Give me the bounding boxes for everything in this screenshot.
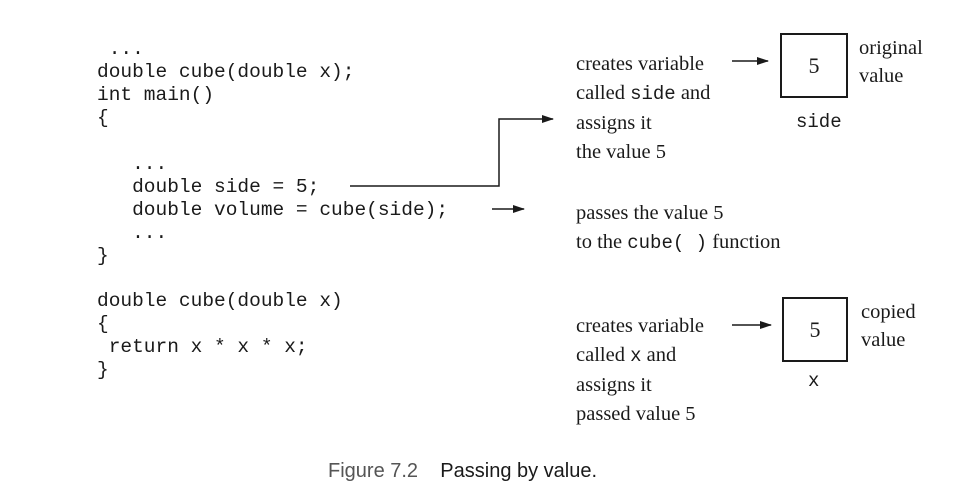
figure-number: Figure 7.2: [328, 460, 419, 482]
pass-annotation-line2-prefix: to the: [576, 231, 628, 253]
pass-annotation-line2-suffix: function: [707, 231, 781, 253]
side-annotation-line2: called side and: [576, 79, 710, 109]
pass-annotation: passes the value 5 to the cube( ) functi…: [576, 199, 781, 258]
side-memory-box: 5: [780, 33, 848, 98]
side-box-note-line1: original: [859, 37, 923, 59]
figure-caption: Figure 7.2 Passing by value.: [328, 460, 597, 483]
code-line-7: double side = 5;: [97, 176, 320, 198]
code-line-13: {: [97, 313, 109, 335]
code-line-2: double cube(double x);: [97, 61, 355, 83]
side-annotation-line3: assigns it: [576, 112, 652, 134]
side-annotation-line2-prefix: called: [576, 82, 631, 104]
x-annotation-code: x: [630, 345, 642, 367]
code-line-12: double cube(double x): [97, 290, 343, 312]
code-line-9: ...: [97, 222, 168, 244]
code-line-10: }: [97, 245, 109, 267]
x-annotation: creates variable called x and assigns it…: [576, 312, 704, 429]
x-box-value: 5: [809, 316, 821, 342]
code-line-8: double volume = cube(side);: [97, 199, 449, 221]
code-line-4: {: [97, 107, 109, 129]
x-annotation-line4: passed value 5: [576, 403, 696, 425]
x-memory-box: 5: [782, 297, 848, 362]
pass-annotation-code: cube( ): [627, 232, 708, 254]
pass-annotation-line2: to the cube( ) function: [576, 228, 781, 258]
x-annotation-line3: assigns it: [576, 374, 652, 396]
x-box-note: copied value: [861, 298, 916, 354]
code-line-6: ...: [97, 153, 168, 175]
code-line-3: int main(): [97, 84, 215, 106]
figure-caption-text: Passing by value.: [440, 460, 598, 482]
side-annotation-code: side: [630, 83, 676, 105]
side-box-note-line2: value: [859, 65, 904, 87]
x-box-label: x: [808, 370, 820, 392]
x-annotation-line2: called x and: [576, 341, 704, 371]
side-assignment-arrow: [350, 115, 554, 187]
code-line-14: return x * x * x;: [97, 336, 308, 358]
pass-annotation-line1: passes the value 5: [576, 202, 724, 224]
side-box-note: original value: [859, 34, 923, 90]
x-annotation-line2-suffix: and: [641, 344, 677, 366]
side-box-label: side: [796, 111, 842, 133]
code-line-15: }: [97, 359, 109, 381]
side-annotation-line1: creates variable: [576, 53, 705, 75]
x-annotation-line2-prefix: called: [576, 344, 631, 366]
side-annotation: creates variable called side and assigns…: [576, 50, 710, 167]
x-box-note-line2: value: [861, 329, 906, 351]
side-annotation-line2-suffix: and: [675, 82, 711, 104]
x-box-note-line1: copied: [861, 301, 916, 323]
x-annotation-line1: creates variable: [576, 315, 705, 337]
side-annotation-line4: the value 5: [576, 141, 666, 163]
code-line-1: ...: [97, 38, 144, 60]
side-box-value: 5: [808, 52, 820, 78]
